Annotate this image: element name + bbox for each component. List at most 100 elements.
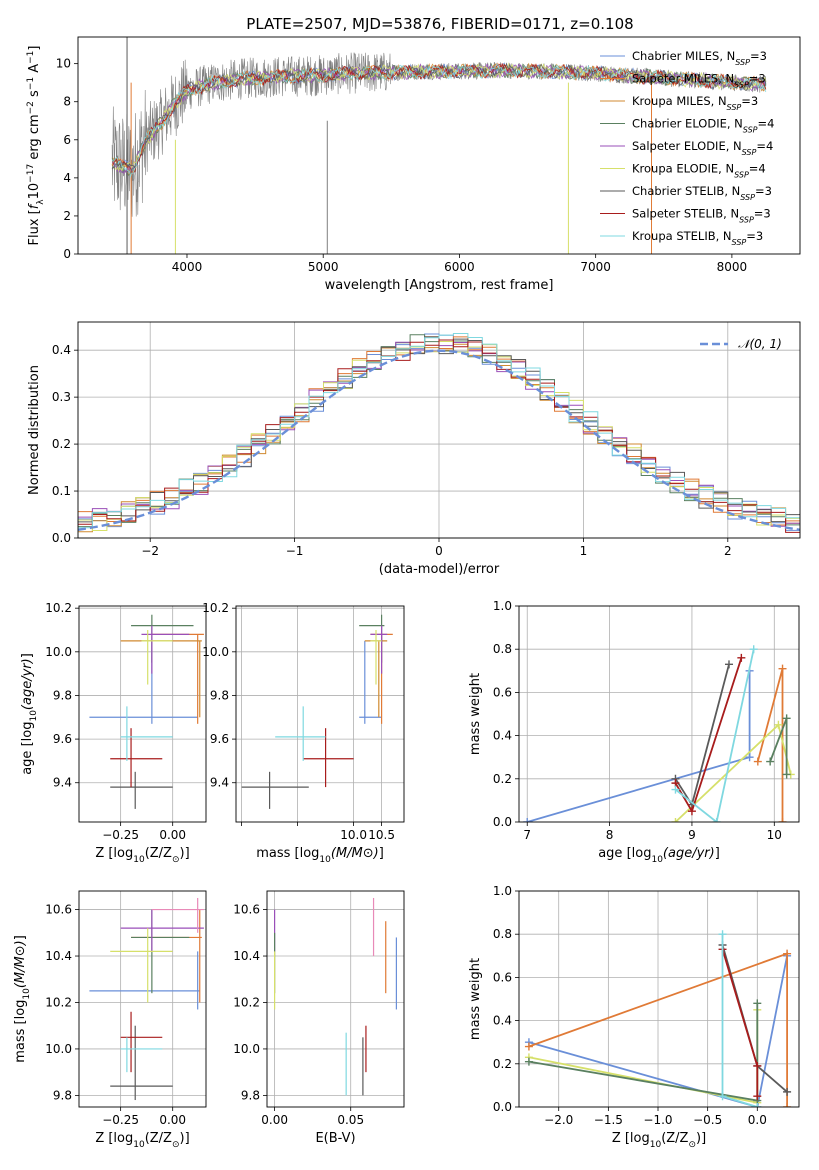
x-tick-label: 0.00: [261, 1113, 288, 1127]
weight-marker: [753, 757, 762, 766]
y-tick-label: 10.6: [45, 903, 72, 917]
x-tick-label: 0.0: [748, 1113, 767, 1127]
legend-label: Chabrier STELIB, NSSP=3: [632, 184, 772, 202]
weight-marker: [783, 949, 792, 958]
y-tick-label: 0.0: [493, 815, 512, 829]
y-tick-label: 10.2: [45, 601, 72, 615]
y-tick-label: 4: [63, 171, 71, 185]
x-tick-label: −2: [141, 544, 159, 558]
residuals-panel: −2 −1 0 1 2 0.0 0.1 0.2 0.3 0.4 (data-model)/error…: [27, 321, 801, 577]
weight-marker: [753, 1092, 762, 1101]
y-tick-label: 9.8: [210, 688, 229, 702]
x-tick-label: 0: [435, 544, 443, 558]
normal-curve: [78, 349, 800, 531]
y-tick-label: 10.2: [233, 995, 260, 1009]
y-tick-label: 10.0: [202, 645, 229, 659]
x-tick-label: −2.0: [544, 1113, 573, 1127]
x-axis-label: Z [log10(Z/Z⊙)]: [612, 1131, 706, 1150]
x-tick-label: 10.5: [368, 828, 395, 842]
weight-line: [674, 657, 743, 814]
weight-marker: [753, 1103, 762, 1107]
weight-marker: [737, 653, 746, 662]
x-tick-label: −0.25: [102, 1113, 139, 1127]
y-axis-label: mass weight: [468, 958, 483, 1040]
weight-line: [528, 955, 788, 1107]
y-tick-label: 0.2: [493, 1057, 512, 1071]
x-tick-label: 0.00: [159, 828, 186, 842]
legend-label: Chabrier ELODIE, NSSP=4: [632, 117, 774, 135]
x-axis-label: Z [log10(Z/Z⊙)]: [95, 846, 189, 865]
x-axis-label: wavelength [Angstrom, rest frame]: [325, 278, 554, 293]
y-axis-label: age [log10(age/yr)]: [20, 653, 39, 775]
y-tick-label: 0.6: [493, 970, 512, 984]
y-tick-label: 10.2: [45, 995, 72, 1009]
y-tick-label: 10.4: [233, 949, 260, 963]
y-tick-label: 9.4: [210, 776, 229, 790]
weight-marker: [782, 714, 791, 723]
axes-frame: [77, 321, 801, 539]
model-spectrum-line: [111, 63, 767, 178]
y-tick-label: 0.4: [493, 729, 512, 743]
weight-line: [674, 649, 755, 822]
y-axis-label: Normed distribution: [27, 365, 42, 495]
axes-frame: [235, 605, 405, 823]
legend-label: Salpeter STELIB, NSSP=3: [632, 207, 771, 225]
x-tick-label: 8000: [717, 260, 748, 274]
legend-label: Salpeter MILES, NSSP=3: [632, 72, 766, 90]
weight-marker: [783, 1103, 792, 1107]
x-tick-label: 1: [580, 544, 588, 558]
axes-frame: [78, 605, 207, 823]
x-tick-label: 0.00: [159, 1113, 186, 1127]
weight-marker: [718, 930, 727, 939]
x-tick-label: 2: [724, 544, 732, 558]
mass-vs-metallicity-panel: −0.25 0.00 9.8 10.0 10.2 10.4 10.6 Z [log10(Z/Z…: [13, 890, 207, 1150]
weight-marker: [749, 645, 758, 654]
x-axis-label: age [log10(age/yr)]: [598, 846, 720, 865]
y-tick-label: 1.0: [493, 599, 512, 613]
x-tick-label: −0.5: [693, 1113, 722, 1127]
x-tick-label: 0.05: [337, 1113, 364, 1127]
y-tick-label: 10.0: [45, 645, 72, 659]
x-tick-label: −0.25: [102, 828, 139, 842]
weight-marker: [524, 1042, 533, 1051]
weight-vs-age-panel: 7 8 9 10 0.0 0.2 0.4 0.6 0.8 1.0 age [log10(age/yr…: [468, 599, 800, 865]
y-tick-label: 0.1: [52, 484, 71, 498]
y-tick-label: 0.6: [493, 685, 512, 699]
weight-marker: [712, 818, 721, 822]
y-tick-label: 0.3: [52, 390, 71, 404]
y-tick-label: 8: [63, 95, 71, 109]
weight-marker: [745, 753, 754, 762]
axes-frame: [77, 36, 801, 255]
y-tick-label: 9.6: [53, 732, 72, 746]
weight-line: [756, 668, 784, 822]
y-tick-label: 10.2: [202, 601, 229, 615]
y-tick-label: 6: [63, 133, 71, 147]
x-tick-label: 10.0: [340, 828, 367, 842]
model-spectrum-line: [111, 62, 767, 170]
legend-label: Kroupa ELODIE, NSSP=4: [632, 162, 766, 180]
y-axis-label: mass [log10(M/M⊙)]: [13, 935, 32, 1063]
y-tick-label: 9.8: [241, 1088, 260, 1102]
y-tick-label: 2: [63, 209, 71, 223]
y-axis-label: mass weight: [468, 673, 483, 755]
y-tick-label: 0.2: [52, 437, 71, 451]
x-axis-label: Z [log10(Z/Z⊙)]: [95, 1131, 189, 1150]
weight-marker: [671, 818, 680, 822]
axes-frame: [266, 890, 405, 1108]
legend-label: Kroupa STELIB, NSSP=3: [632, 229, 763, 247]
weight-marker: [774, 720, 783, 729]
weight-marker: [671, 785, 680, 794]
weight-vs-metallicity-panel: −2.0 −1.5 −1.0 −0.5 0.0 0.0 0.2 0.4 0.6 0.8 1.0 Z […: [468, 884, 800, 1150]
x-tick-label: −1.5: [594, 1113, 623, 1127]
weight-marker: [778, 664, 787, 673]
axes-frame: [518, 890, 800, 1108]
legend-label: Salpeter ELODIE, NSSP=4: [632, 139, 773, 157]
weight-marker: [753, 999, 762, 1008]
y-tick-label: 10.0: [233, 1042, 260, 1056]
y-tick-label: 10.4: [45, 949, 72, 963]
figure-title: PLATE=2507, MJD=53876, FIBERID=0171, z=0…: [246, 15, 633, 33]
weight-marker: [524, 1057, 533, 1066]
weight-marker: [766, 757, 775, 766]
y-tick-label: 10: [56, 57, 71, 71]
y-tick-label: 0.4: [493, 1014, 512, 1028]
